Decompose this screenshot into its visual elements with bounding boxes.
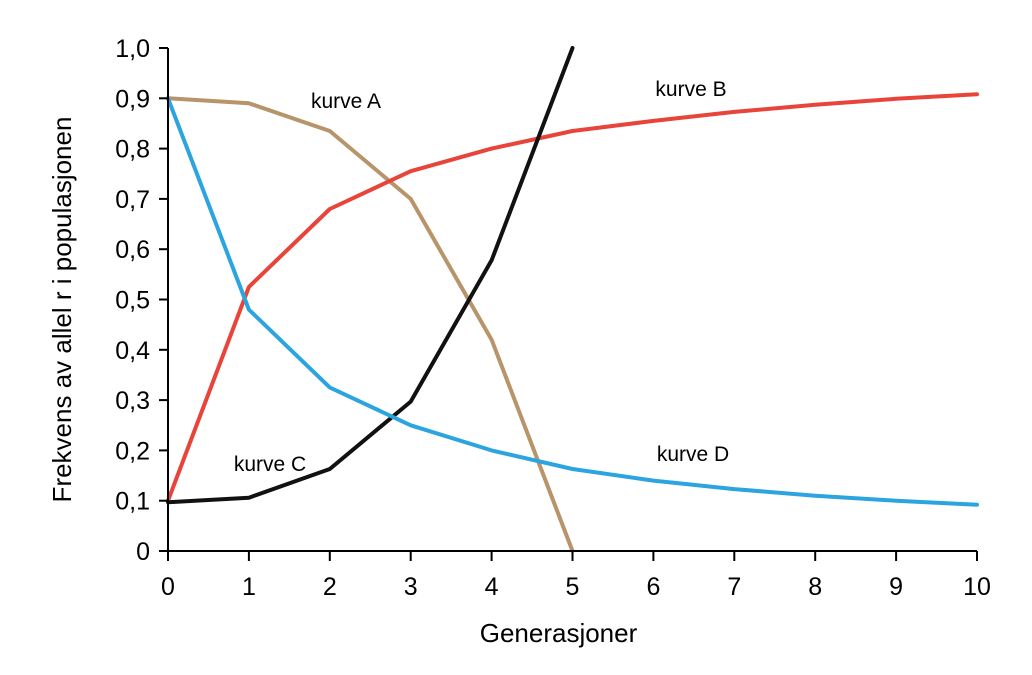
series-line-kurve-a xyxy=(166,96,575,553)
axes-layer: 0 0,1 0,2 0,3 0,4 0,5 0,6 0,7 0,8 0,9 1,0 0 1 2 3 4 5 6 7 8… xyxy=(115,35,991,601)
series-layer xyxy=(166,46,979,553)
y-tick-label: 0,6 xyxy=(115,236,150,264)
y-tick-label: 0,2 xyxy=(115,437,150,465)
series-line-kurve-d xyxy=(166,96,979,507)
x-tick-label: 10 xyxy=(963,573,991,601)
x-tick-label: 5 xyxy=(566,573,580,601)
series-line-kurve-c xyxy=(166,46,575,505)
y-tick-label: 0 xyxy=(136,538,150,566)
y-tick-label: 0,5 xyxy=(115,287,150,315)
x-axis-title: Generasjoner xyxy=(480,618,638,648)
x-tick-label: 1 xyxy=(242,573,256,601)
x-tick-label: 4 xyxy=(485,573,499,601)
y-tick-label: 0,7 xyxy=(115,186,150,214)
y-tick-label: 0,8 xyxy=(115,136,150,164)
y-axis-title: Frekvens av allel r i populasjonen xyxy=(47,117,77,503)
curve-label-kurve-b: kurve B xyxy=(655,78,726,101)
y-tick-label: 0,3 xyxy=(115,387,150,415)
y-tick-label: 0,1 xyxy=(115,488,150,516)
y-tick-label: 1,0 xyxy=(115,35,150,63)
y-tick-label: 0,4 xyxy=(115,337,150,365)
series-line-kurve-b xyxy=(166,92,979,503)
x-tick-label: 6 xyxy=(646,573,660,601)
curve-label-kurve-c: kurve C xyxy=(234,453,306,476)
x-tick-label: 0 xyxy=(161,573,175,601)
x-tick-label: 3 xyxy=(404,573,418,601)
curve-label-kurve-a: kurve A xyxy=(311,90,381,113)
curve-label-kurve-d: kurve D xyxy=(657,443,729,466)
y-tick-label: 0,9 xyxy=(115,85,150,113)
curve-labels-layer: kurve A kurve B kurve C kurve D xyxy=(234,78,729,476)
x-tick-label: 2 xyxy=(323,573,337,601)
x-tick-label: 9 xyxy=(889,573,903,601)
x-tick-label: 7 xyxy=(727,573,741,601)
x-tick-label: 8 xyxy=(808,573,822,601)
